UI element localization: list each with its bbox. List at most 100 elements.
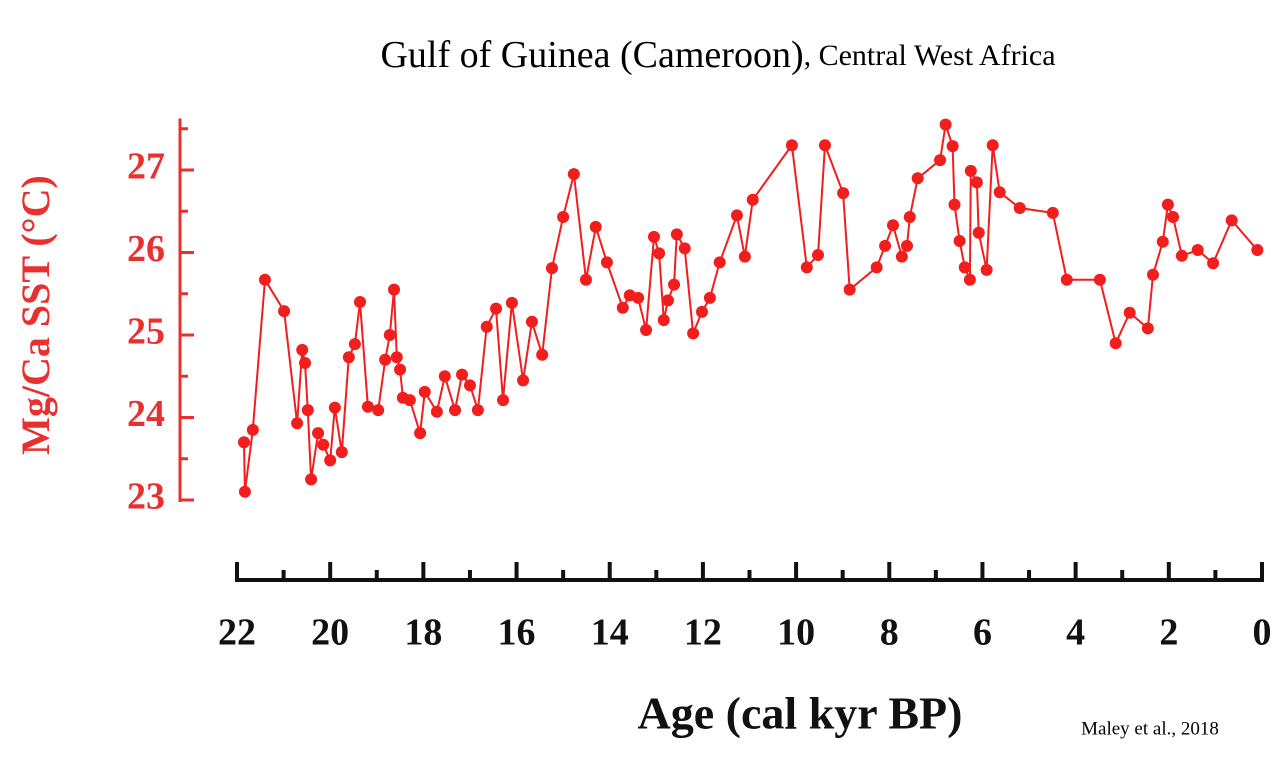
data-point	[328, 401, 341, 414]
data-point	[1093, 273, 1106, 286]
data-point	[490, 302, 503, 315]
data-point	[246, 423, 259, 436]
data-point	[939, 118, 952, 131]
data-point	[1191, 244, 1204, 257]
data-point	[342, 351, 355, 364]
data-point	[1109, 337, 1122, 350]
data-point	[785, 139, 798, 152]
data-point	[238, 485, 251, 498]
data-point	[414, 427, 427, 440]
data-point	[471, 404, 484, 417]
data-point	[525, 315, 538, 328]
x-tick-label: 16	[498, 612, 536, 654]
data-point	[567, 168, 580, 181]
data-point	[837, 187, 850, 200]
data-point	[317, 438, 330, 451]
data-point	[589, 220, 602, 233]
data-point	[449, 404, 462, 417]
data-point	[372, 404, 385, 417]
data-point	[1225, 214, 1238, 227]
data-point	[900, 239, 913, 252]
credit: Maley et al., 2018	[1081, 718, 1219, 739]
data-point	[730, 209, 743, 222]
data-point	[1167, 211, 1180, 224]
x-tick-label: 8	[880, 612, 899, 654]
data-point	[895, 250, 908, 263]
data-point	[600, 256, 613, 269]
x-tick-label: 2	[1159, 612, 1178, 654]
data-point	[278, 305, 291, 318]
data-point	[653, 247, 666, 260]
data-point	[379, 353, 392, 366]
data-point	[887, 219, 899, 232]
data-point	[390, 351, 403, 364]
data-point	[1046, 206, 1059, 219]
data-point	[661, 294, 674, 307]
data-point	[1123, 306, 1136, 319]
data-point	[394, 363, 407, 376]
data-point	[383, 329, 396, 341]
y-tick-label: 24	[127, 393, 165, 435]
data-point	[388, 283, 401, 296]
data-point	[1156, 235, 1169, 248]
data-point	[695, 305, 708, 318]
data-point	[335, 446, 348, 459]
data-point	[418, 385, 431, 398]
data-point	[668, 278, 681, 291]
data-point	[657, 314, 670, 327]
data-point	[1013, 201, 1026, 214]
data-point	[713, 256, 726, 269]
data-point	[456, 368, 469, 381]
data-line	[243, 124, 1259, 492]
data-point	[348, 338, 361, 351]
data-point	[312, 427, 325, 440]
x-tick-label: 0	[1253, 612, 1272, 654]
data-point	[299, 357, 312, 370]
data-point	[301, 404, 314, 417]
data-point	[703, 291, 716, 304]
data-point	[746, 193, 759, 206]
data-point	[517, 374, 530, 387]
data-point	[1146, 268, 1159, 281]
data-point	[305, 473, 318, 486]
data-point	[670, 228, 683, 241]
data-point	[678, 242, 691, 255]
data-point	[354, 296, 366, 308]
data-point	[958, 261, 971, 274]
x-tick-label: 10	[777, 612, 815, 654]
data-point	[1175, 249, 1188, 262]
data-point	[505, 296, 518, 309]
data-point	[1060, 273, 1073, 286]
data-point	[843, 283, 856, 296]
chart-title: Gulf of Guinea (Cameroon), Central West …	[380, 34, 1055, 76]
data-point	[964, 164, 977, 177]
x-tick-label: 4	[1066, 612, 1085, 654]
data-point	[403, 394, 416, 407]
data-point	[497, 394, 510, 407]
data-point	[946, 140, 959, 153]
data-point	[687, 327, 700, 340]
x-tick-label: 12	[684, 612, 722, 654]
data-point	[870, 261, 883, 274]
x-tick-label: 6	[973, 612, 992, 654]
data-point	[963, 273, 976, 286]
data-point	[993, 186, 1006, 199]
data-point	[647, 230, 660, 243]
y-tick-label: 26	[127, 228, 165, 270]
data-point	[324, 454, 337, 467]
y-tick-label: 25	[127, 311, 165, 353]
data-point	[970, 176, 983, 189]
data-point	[237, 436, 250, 449]
data-point	[811, 248, 824, 261]
data-point	[545, 262, 558, 275]
data-point	[632, 291, 645, 304]
y-tick-label: 27	[127, 146, 165, 188]
x-tick-label: 22	[218, 612, 256, 654]
data-point	[953, 234, 966, 247]
data-point	[438, 370, 451, 383]
data-point	[800, 261, 813, 274]
data-point	[536, 348, 549, 361]
data-point	[911, 172, 924, 185]
